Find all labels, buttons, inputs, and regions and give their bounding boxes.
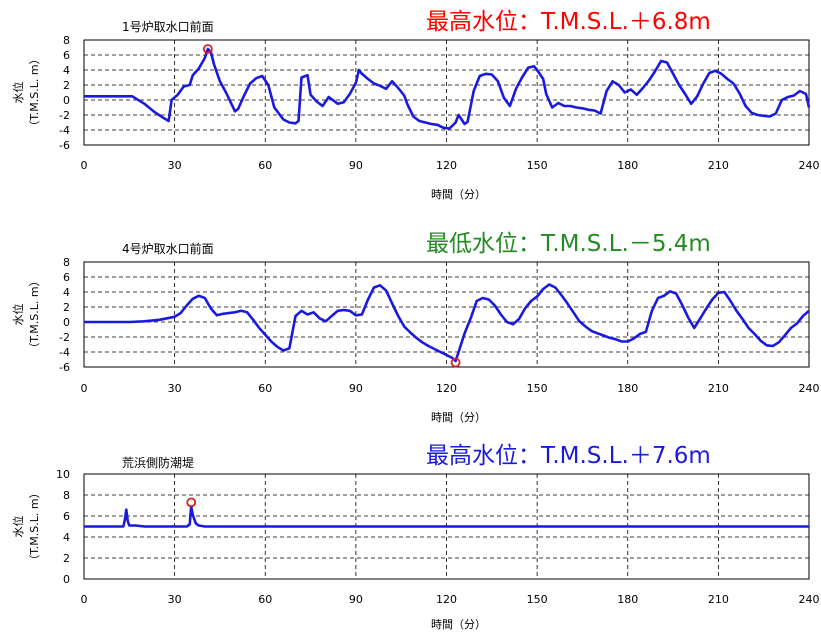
x-tick-label: 60 [258, 159, 272, 172]
x-tick-label: 240 [799, 593, 820, 606]
y-tick-label: 6 [63, 510, 70, 523]
series-line [84, 505, 809, 528]
x-tick-label: 90 [349, 159, 363, 172]
y-tick-label: 2 [63, 79, 70, 92]
y-tick-label: -4 [59, 124, 70, 137]
y-axis-unit-label: （T.M.S.L. m） [28, 53, 41, 131]
y-tick-label: -6 [59, 139, 70, 152]
x-tick-label: 120 [436, 382, 457, 395]
x-tick-label: 120 [436, 593, 457, 606]
chart-title: 4号炉取水口前面 [122, 241, 214, 256]
x-axis-label: 時間（分） [431, 618, 486, 631]
x-tick-label: 30 [168, 382, 182, 395]
x-tick-label: 210 [708, 382, 729, 395]
x-tick-label: 60 [258, 593, 272, 606]
y-tick-label: -2 [59, 331, 70, 344]
y-axis-label: 水位 [11, 82, 25, 104]
extreme-point-marker [186, 497, 197, 508]
plot-frame [83, 261, 810, 368]
extreme-point-marker [450, 357, 461, 368]
y-axis-unit-label: （T.M.S.L. m） [28, 487, 41, 565]
extreme-point-marker [202, 44, 213, 54]
y-axis-label: 水位 [11, 304, 25, 326]
y-tick-label: -2 [59, 109, 70, 122]
y-tick-label: 8 [63, 256, 70, 269]
x-tick-label: 240 [799, 382, 820, 395]
plot-frame [83, 39, 810, 146]
x-axis-label: 時間（分） [431, 188, 486, 201]
y-tick-label: 6 [63, 49, 70, 62]
x-axis-label: 時間（分） [431, 411, 486, 424]
series-line [84, 283, 810, 363]
peak-annotation: 最高水位：T.M.S.L.＋6.8m [426, 9, 711, 35]
x-tick-label: 90 [349, 382, 363, 395]
y-tick-label: 8 [63, 34, 70, 47]
y-tick-label: 4 [63, 531, 70, 544]
x-tick-label: 0 [81, 159, 88, 172]
chart-title: 荒浜側防潮堤 [122, 455, 194, 470]
y-tick-label: 8 [63, 489, 70, 502]
y-tick-label: 0 [63, 573, 70, 586]
x-tick-label: 180 [617, 382, 638, 395]
x-tick-label: 30 [168, 159, 182, 172]
x-tick-label: 150 [527, 159, 548, 172]
y-tick-label: 0 [63, 94, 70, 107]
x-tick-label: 90 [349, 593, 363, 606]
x-tick-label: 150 [527, 593, 548, 606]
x-tick-label: 30 [168, 593, 182, 606]
chart-title: 1号炉取水口前面 [122, 19, 214, 34]
x-tick-label: 180 [617, 593, 638, 606]
chart-panel-1: -6 -4 -2 0 2 4 6 8 0 30 60 90 120 150 180 210 240 時間（分） 水位… [11, 9, 820, 201]
y-tick-label: -4 [59, 346, 70, 359]
x-tick-label: 150 [527, 382, 548, 395]
x-tick-label: 240 [799, 159, 820, 172]
y-tick-label: 6 [63, 271, 70, 284]
peak-annotation: 最低水位：T.M.S.L.－5.4m [426, 231, 711, 257]
x-tick-label: 60 [258, 382, 272, 395]
chart-panel-2: -6 -4 -2 0 2 4 6 8 0 30 60 90 120 150 180 210 240 時間（分） 水位… [11, 231, 820, 424]
x-tick-label: 0 [81, 593, 88, 606]
peak-annotation: 最高水位：T.M.S.L.＋7.6m [426, 443, 711, 469]
y-axis-unit-label: （T.M.S.L. m） [28, 275, 41, 353]
y-tick-label: 2 [63, 301, 70, 314]
series-line [84, 47, 811, 130]
y-tick-label: -6 [59, 361, 70, 374]
x-tick-label: 0 [81, 382, 88, 395]
x-tick-label: 180 [617, 159, 638, 172]
y-tick-label: 10 [56, 468, 70, 481]
y-axis-label: 水位 [11, 516, 25, 538]
y-tick-label: 2 [63, 552, 70, 565]
chart-panel-3: 0 2 4 6 8 10 0 30 60 90 120 150 180 210 240 時間（分） 水位 （T.M… [11, 443, 820, 631]
y-tick-label: 0 [63, 316, 70, 329]
x-tick-label: 210 [708, 159, 729, 172]
y-tick-label: 4 [63, 286, 70, 299]
x-tick-label: 120 [436, 159, 457, 172]
y-tick-label: 4 [63, 64, 70, 77]
x-tick-label: 210 [708, 593, 729, 606]
